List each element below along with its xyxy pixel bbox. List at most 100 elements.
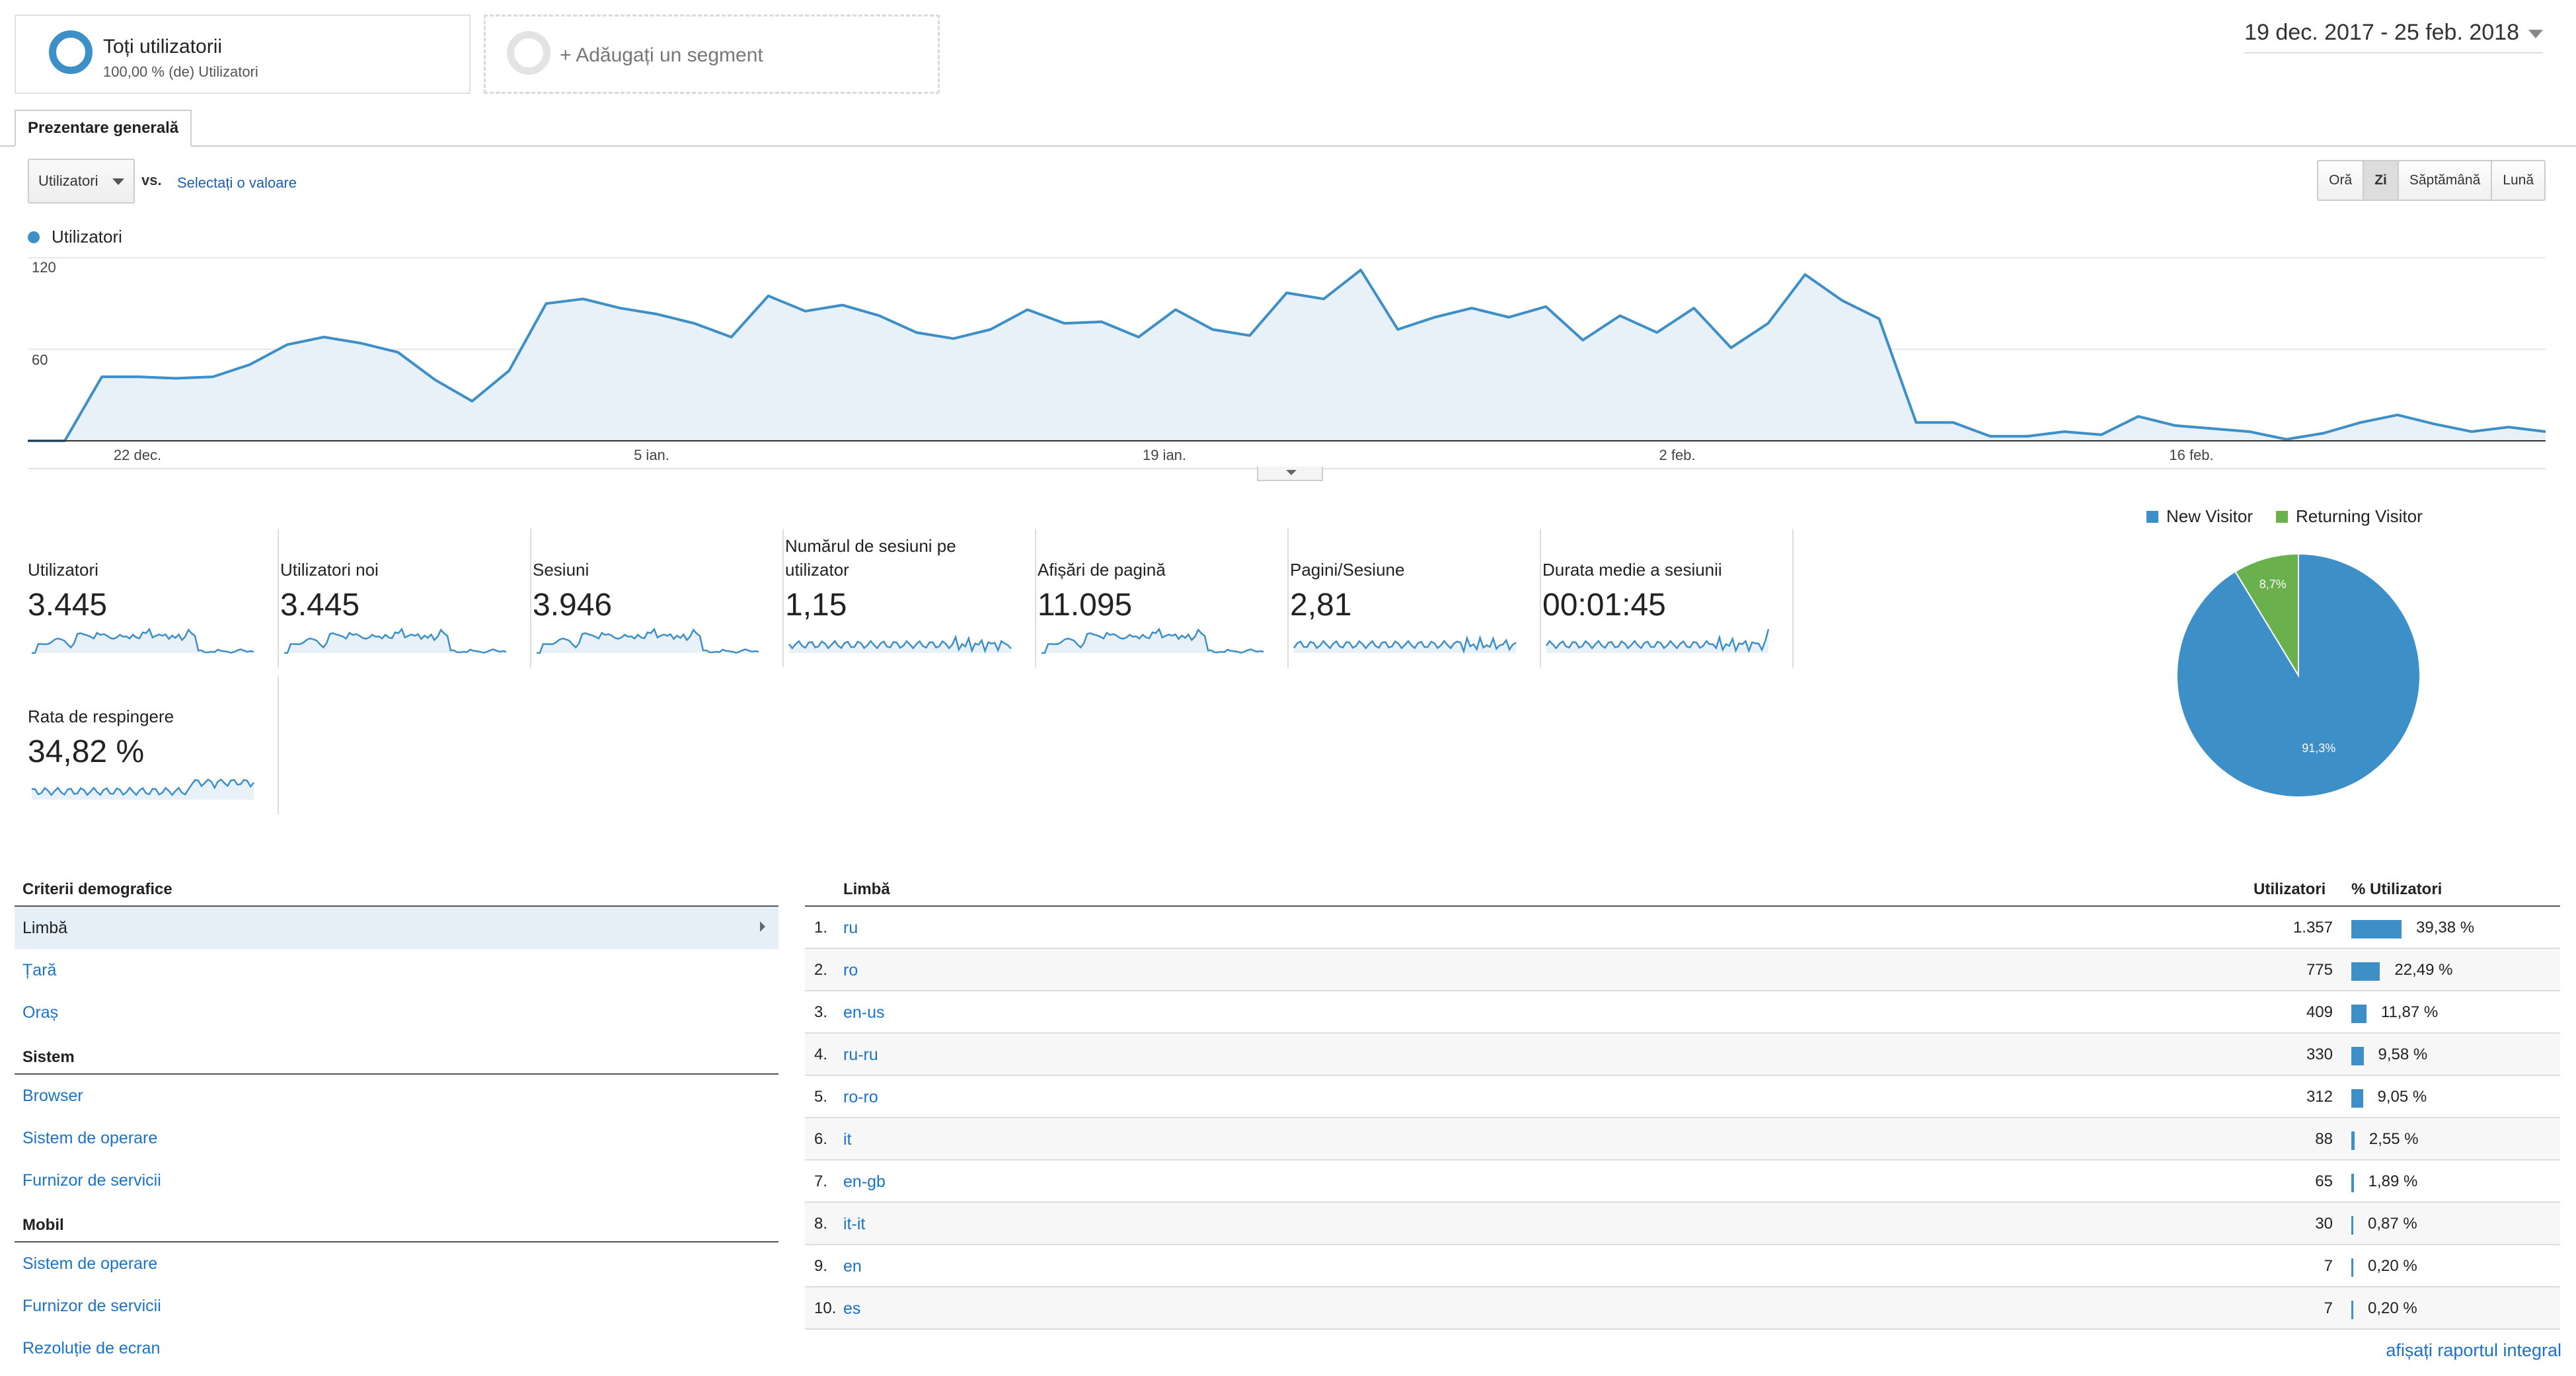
x-tick-label: 2 feb. <box>1659 447 1696 463</box>
row-pct: 22,49 % <box>2394 961 2453 979</box>
x-tick-label: 5 ian. <box>634 447 669 463</box>
row-users: 312 <box>2306 1088 2333 1106</box>
row-rank: 2. <box>814 961 828 979</box>
pie-legend-returning: Returning Visitor <box>2276 506 2423 527</box>
tab-divider <box>0 145 2576 147</box>
row-language-link[interactable]: ro-ro <box>843 1088 878 1106</box>
row-language-link[interactable]: it-it <box>843 1215 866 1233</box>
row-language-link[interactable]: es <box>843 1299 861 1318</box>
row-language-link[interactable]: ro <box>843 961 858 979</box>
date-range-picker[interactable]: 19 dec. 2017 - 25 feb. 2018 <box>2244 20 2543 54</box>
demo-item-link[interactable]: Sistem de operare <box>22 1254 158 1273</box>
row-share-bar <box>2351 1005 2367 1023</box>
scorecard-value: 3.445 <box>28 588 108 623</box>
demo-item-link[interactable]: Sistem de operare <box>22 1129 158 1147</box>
scorecard[interactable]: Pagini/Sesiune 2,81 <box>1290 529 1541 668</box>
sparkline-line <box>1545 629 1770 654</box>
x-tick-label: 19 ian. <box>1142 447 1187 463</box>
scorecard-sparkline <box>32 627 254 654</box>
row-pct: 9,58 % <box>2378 1046 2428 1063</box>
pie-slice-label: 91,3% <box>2302 742 2335 755</box>
granularity-1-button[interactable]: Zi <box>2363 161 2398 200</box>
row-rank: 3. <box>814 1003 828 1021</box>
row-language-link[interactable]: en <box>843 1257 862 1276</box>
demo-item-link[interactable]: Furnizor de servicii <box>22 1171 161 1190</box>
demo-item-link[interactable]: Țară <box>22 961 57 979</box>
y-tick-label: 120 <box>32 259 56 276</box>
series-line <box>28 268 2546 442</box>
scorecard[interactable]: Afișări de pagină 11.095 <box>1038 529 1289 668</box>
row-users: 7 <box>2324 1299 2333 1317</box>
series-legend-dot <box>28 231 40 243</box>
row-pct: 1,89 % <box>2368 1172 2418 1190</box>
scorecard[interactable]: Numărul de sesiuni pe utilizator 1,15 <box>785 529 1036 668</box>
demo-item-selected[interactable]: Limbă <box>22 919 68 937</box>
metric-select[interactable]: Utilizatori <box>28 159 135 204</box>
segment-all-users[interactable]: Toți utilizatorii 100,00 % (de) Utilizat… <box>15 15 471 94</box>
scorecard[interactable]: Utilizatori noi 3.445 <box>280 529 531 668</box>
table-row: 10. es 7 0,20 % <box>805 1287 2560 1330</box>
date-range-text: 19 dec. 2017 - 25 feb. 2018 <box>2244 20 2519 45</box>
scorecard-label: Durata medie a sesiunii <box>1542 560 1722 580</box>
demo-item-link[interactable]: Furnizor de servicii <box>22 1297 161 1315</box>
table-header-users[interactable]: Utilizatori <box>2254 880 2326 898</box>
scorecard[interactable]: Utilizatori 3.445 <box>28 529 279 668</box>
sparkline-line <box>31 778 254 796</box>
table-header-language: Limbă <box>843 880 890 898</box>
demo-item-link[interactable]: Rezoluție de ecran <box>22 1339 161 1357</box>
table-row: 4. ru-ru 330 9,58 % <box>805 1034 2560 1076</box>
demo-item-link[interactable]: Oraș <box>22 1003 59 1022</box>
row-language-link[interactable]: en-us <box>843 1003 885 1022</box>
row-pct: 9,05 % <box>2377 1088 2427 1106</box>
scorecard-sparkline <box>31 778 254 800</box>
legend-swatch <box>2276 511 2288 523</box>
sparkline-area <box>284 629 506 653</box>
row-language-link[interactable]: ru-ru <box>843 1046 878 1064</box>
collapse-chart-button[interactable] <box>1257 467 1323 481</box>
scorecard[interactable]: Sesiuni 3.946 <box>533 529 784 668</box>
visitor-type-pie-chart: 91,3% 8,7% <box>2176 553 2421 798</box>
row-rank: 10. <box>814 1299 837 1317</box>
sparkline-line <box>1042 627 1264 654</box>
scorecard-value: 3.445 <box>280 588 360 623</box>
granularity-0-button[interactable]: Oră <box>2318 161 2363 200</box>
add-segment-button[interactable]: + Adăugați un segment <box>484 15 940 94</box>
row-users: 330 <box>2306 1046 2333 1063</box>
full-report-link[interactable]: afișați raportul integral <box>2386 1340 2561 1360</box>
scorecard-value: 34,82 % <box>28 734 145 769</box>
series-area <box>28 270 2546 441</box>
segment-subtitle: 100,00 % (de) Utilizatori <box>103 63 258 80</box>
compare-metric-link[interactable]: Selectați o valoare <box>177 174 297 191</box>
granularity-3-button[interactable]: Lună <box>2491 161 2544 200</box>
add-segment-label: + Adăugați un segment <box>560 44 763 66</box>
sparkline-area <box>789 636 1011 653</box>
row-language-link[interactable]: en-gb <box>843 1172 886 1191</box>
scorecard[interactable]: Durata medie a sesiunii 00:01:45 <box>1542 529 1794 668</box>
sparkline-line <box>537 627 759 654</box>
sparkline-area <box>32 629 254 653</box>
demo-section-divider <box>15 905 778 907</box>
row-share-bar <box>2351 1301 2353 1319</box>
sparkline-area <box>1042 629 1264 653</box>
series-legend-label: Utilizatori <box>52 227 122 247</box>
table-row: 5. ro-ro 312 9,05 % <box>805 1076 2560 1118</box>
row-pct: 0,87 % <box>2368 1215 2417 1233</box>
granularity-2-button[interactable]: Săptămână <box>2397 161 2491 200</box>
demo-section-divider <box>15 1241 778 1242</box>
scorecard[interactable]: Rata de respingere 34,82 % <box>28 675 279 814</box>
demo-section-divider <box>15 1073 778 1075</box>
table-row: 2. ro 775 22,49 % <box>805 949 2560 991</box>
row-share-bar <box>2351 1047 2364 1065</box>
scorecard-sparkline <box>1293 634 1517 654</box>
demo-item-link[interactable]: Browser <box>22 1087 83 1105</box>
row-language-link[interactable]: ru <box>843 919 858 937</box>
scorecard-label: Pagini/Sesiune <box>1290 560 1405 580</box>
row-rank: 4. <box>814 1046 828 1063</box>
row-language-link[interactable]: it <box>843 1130 852 1149</box>
row-pct: 2,55 % <box>2368 1130 2419 1148</box>
row-rank: 5. <box>814 1088 828 1106</box>
scorecard-value: 1,15 <box>785 588 847 623</box>
segment-ring-icon <box>49 30 93 74</box>
tab-overview[interactable]: Prezentare generală <box>15 110 192 147</box>
row-share-bar <box>2351 1089 2363 1108</box>
